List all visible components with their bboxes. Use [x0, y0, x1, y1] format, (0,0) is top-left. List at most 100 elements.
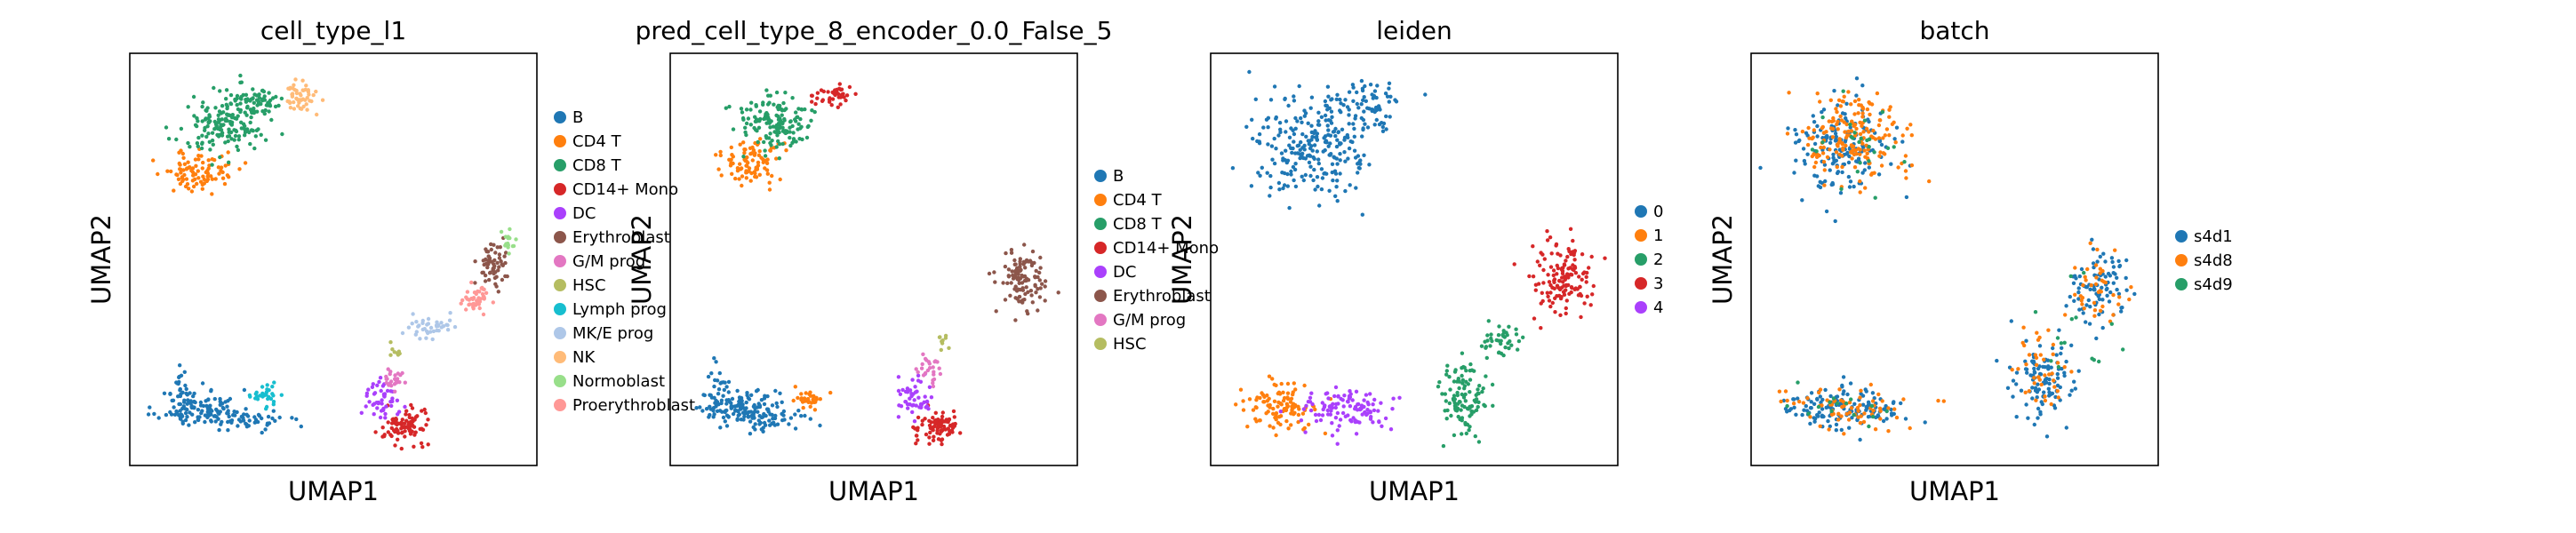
data-point: [487, 271, 492, 275]
data-point: [1308, 173, 1313, 179]
data-point: [737, 399, 741, 404]
data-point: [1800, 198, 1804, 203]
data-point: [1835, 402, 1840, 406]
data-point: [1777, 389, 1782, 394]
data-point: [776, 103, 780, 108]
data-point: [179, 171, 183, 175]
data-point: [1865, 126, 1869, 131]
plot-frame: [1210, 52, 1619, 466]
data-point: [198, 400, 204, 405]
data-point: [744, 107, 749, 112]
data-point: [1353, 407, 1357, 411]
data-point: [753, 422, 757, 426]
data-point: [773, 413, 778, 418]
data-point: [1376, 104, 1381, 108]
data-point: [228, 92, 234, 98]
data-point: [2119, 309, 2124, 314]
data-point: [1793, 128, 1797, 132]
data-point: [426, 316, 431, 322]
data-point: [226, 150, 230, 155]
data-point: [1345, 132, 1349, 138]
data-point: [203, 117, 208, 122]
data-point: [1292, 167, 1298, 172]
data-point: [1512, 262, 1516, 266]
data-point: [1313, 412, 1318, 418]
data-point: [487, 277, 492, 282]
data-point: [1287, 205, 1292, 211]
data-point: [238, 109, 243, 115]
data-point: [1238, 387, 1244, 392]
data-point: [1329, 109, 1334, 114]
data-point: [1852, 131, 1857, 135]
x-axis-label: UMAP1: [288, 476, 379, 506]
data-point: [1302, 114, 1307, 118]
data-point: [1852, 184, 1856, 189]
data-point: [2080, 302, 2084, 306]
data-point: [1356, 402, 1361, 407]
data-point: [1356, 171, 1360, 175]
data-point: [1503, 345, 1508, 350]
data-point: [1351, 85, 1356, 90]
data-point: [270, 416, 275, 421]
data-point: [1781, 398, 1787, 403]
data-point: [791, 398, 796, 403]
data-point: [491, 300, 495, 305]
data-point: [1560, 275, 1564, 280]
data-point: [1284, 418, 1289, 424]
data-point: [1516, 347, 1520, 352]
data-point: [206, 158, 211, 163]
data-point: [386, 420, 390, 425]
data-point: [796, 395, 800, 401]
data-point: [1277, 121, 1283, 125]
data-point: [740, 404, 745, 409]
data-point: [1801, 401, 1806, 405]
data-point: [923, 394, 927, 399]
data-point: [1455, 379, 1460, 384]
data-point: [1879, 142, 1884, 147]
data-point: [910, 403, 915, 408]
data-point: [1845, 392, 1850, 397]
data-point: [1460, 373, 1464, 378]
data-point: [896, 388, 901, 394]
data-point: [1329, 98, 1333, 102]
data-point: [1883, 133, 1887, 138]
data-point: [829, 103, 834, 107]
data-point: [1265, 393, 1269, 398]
data-point: [243, 130, 248, 135]
data-point: [1467, 428, 1471, 433]
data-point: [1548, 265, 1554, 269]
data-point: [445, 322, 450, 328]
data-point: [187, 187, 191, 191]
data-point: [1440, 392, 1444, 396]
data-point: [2088, 241, 2092, 245]
data-point: [803, 107, 807, 112]
data-point: [1868, 137, 1872, 141]
data-point: [813, 400, 818, 404]
data-point: [2021, 325, 2026, 330]
data-point: [393, 443, 397, 448]
data-point: [213, 419, 218, 424]
data-point: [484, 247, 488, 251]
data-point: [420, 426, 424, 432]
data-point: [1812, 120, 1817, 124]
data-point: [818, 397, 822, 402]
data-point: [1038, 266, 1043, 270]
data-point: [1355, 90, 1359, 95]
data-point: [422, 407, 427, 412]
x-axis-label: UMAP1: [1909, 476, 2000, 506]
data-point: [2100, 298, 2105, 302]
data-point: [435, 324, 439, 329]
data-point: [927, 385, 932, 389]
data-point: [1551, 268, 1556, 273]
data-point: [2071, 281, 2076, 285]
data-point: [1814, 149, 1819, 154]
data-point: [267, 91, 271, 95]
data-point: [1501, 329, 1506, 333]
data-point: [1844, 135, 1849, 140]
data-point: [1444, 369, 1449, 373]
data-point: [1316, 161, 1321, 166]
data-point: [749, 151, 755, 155]
data-point: [1860, 402, 1866, 407]
data-point: [235, 93, 240, 99]
data-point: [1876, 123, 1882, 128]
